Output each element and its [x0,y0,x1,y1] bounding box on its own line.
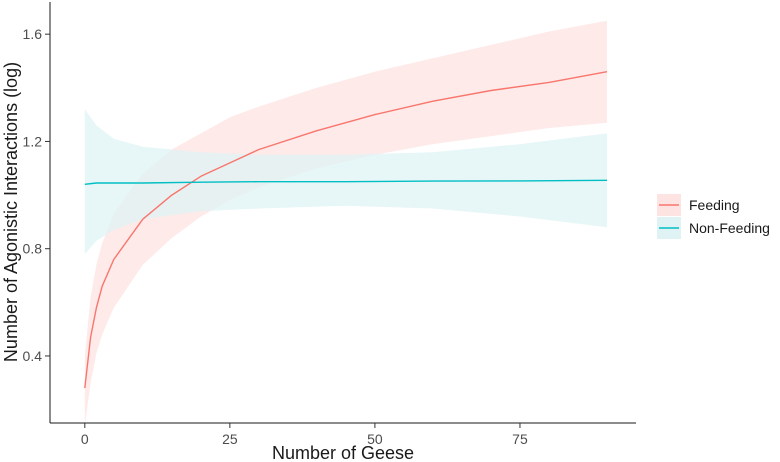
y-tick-label: 1.6 [23,26,43,42]
x-axis-title: Number of Geese [272,443,414,462]
x-tick-label: 25 [222,431,238,447]
legend: Feeding Non-Feeding [657,194,770,239]
x-tick-label: 0 [81,431,89,447]
y-tick-label: 0.4 [23,348,43,364]
line-non-feeding [84,179,608,185]
legend-label-feeding: Feeding [689,197,740,213]
x-axis-ticks: 0 25 50 75 [81,423,528,447]
axes [49,2,636,424]
y-axis-title: Number of Agonistic Interactions (log) [1,62,21,362]
y-tick-label: 1.2 [23,133,43,149]
line-feeding [84,71,608,389]
legend-label-non-feeding: Non-Feeding [689,220,770,236]
series-lines [84,71,608,389]
y-axis-ticks: 0.4 0.8 1.2 1.6 [23,26,50,364]
y-tick-label: 0.8 [23,241,43,257]
confidence-ribbons [84,20,608,426]
x-tick-label: 75 [512,431,528,447]
x-tick-label: 50 [367,431,383,447]
ribbon-feeding [84,20,608,426]
